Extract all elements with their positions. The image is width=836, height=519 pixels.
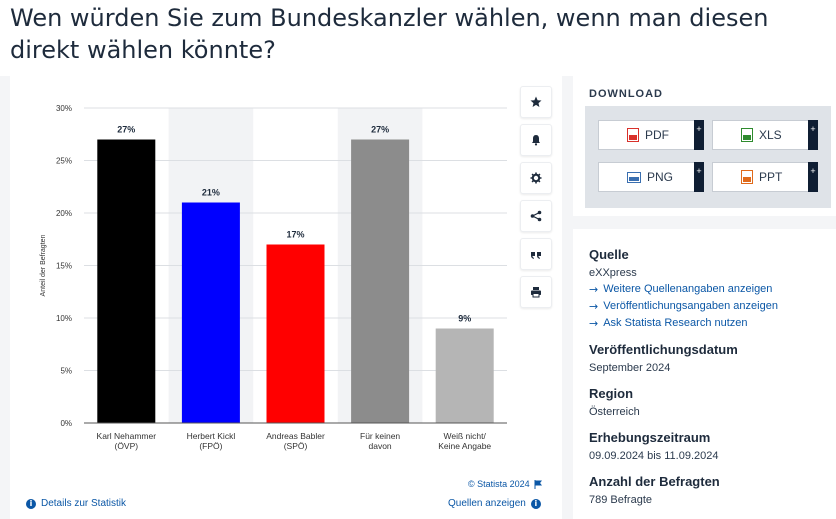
arrow-right-icon: → xyxy=(589,300,599,313)
notification-button[interactable] xyxy=(520,124,552,156)
print-icon xyxy=(531,287,541,298)
bar-value-label: 27% xyxy=(371,125,389,135)
period-value: 09.09.2024 bis 11.09.2024 xyxy=(589,450,719,462)
download-ppt-plus[interactable]: + xyxy=(808,162,818,192)
bar-chart: 0% 5% 10% 15% 20% 25% 30% Anteil der Befragten 2… xyxy=(40,104,507,451)
cite-button[interactable] xyxy=(520,238,552,270)
download-pdf-plus[interactable]: + xyxy=(694,120,704,150)
settings-button[interactable] xyxy=(520,162,552,194)
ppt-file-icon xyxy=(741,170,753,184)
sources-link[interactable]: Quellen anzeigen i xyxy=(448,498,541,509)
y-tick-label: 30% xyxy=(56,104,72,113)
details-label: Details zur Statistik xyxy=(41,498,127,509)
bar xyxy=(181,202,240,423)
bar-value-label: 21% xyxy=(202,188,220,198)
flag-icon xyxy=(534,479,542,489)
copyright[interactable]: © Statista 2024 xyxy=(468,479,542,489)
bar xyxy=(435,328,494,423)
gear-icon xyxy=(530,172,542,184)
sources-label: Quellen anzeigen xyxy=(448,498,526,509)
share-button[interactable] xyxy=(520,200,552,232)
png-file-icon xyxy=(627,171,641,183)
pubdate-heading: Veröffentlichungsdatum xyxy=(589,342,738,357)
details-link[interactable]: i Details zur Statistik xyxy=(26,498,126,509)
copyright-text: © Statista 2024 xyxy=(468,479,530,489)
region-heading: Region xyxy=(589,386,634,401)
download-panel: DOWNLOAD PDF + XLS + PNG + PPT + xyxy=(573,76,836,216)
download-xls-button[interactable]: XLS + xyxy=(712,120,818,150)
y-tick-label: 25% xyxy=(56,157,72,166)
bar xyxy=(266,244,325,423)
x-tick-label: Herbert Kickl xyxy=(187,431,236,441)
arrow-right-icon: → xyxy=(589,317,599,330)
quote-icon xyxy=(531,252,541,259)
download-png-button[interactable]: PNG + xyxy=(598,162,704,192)
more-sources-link[interactable]: → Weitere Quellenangaben anzeigen xyxy=(589,283,820,296)
ask-research-link[interactable]: → Ask Statista Research nutzen xyxy=(589,317,820,330)
print-button[interactable] xyxy=(520,276,552,308)
pubdate-value: September 2024 xyxy=(589,362,671,374)
ask-research-label: Ask Statista Research nutzen xyxy=(603,317,748,329)
x-tick-label: (ÖVP) xyxy=(114,441,138,451)
y-tick-label: 20% xyxy=(56,209,72,218)
download-xls-plus[interactable]: + xyxy=(808,120,818,150)
download-pdf-label: PDF xyxy=(645,128,669,142)
download-pdf-button[interactable]: PDF + xyxy=(598,120,704,150)
chart-card: 0% 5% 10% 15% 20% 25% 30% Anteil der Befragten 2… xyxy=(10,76,562,519)
period-heading: Erhebungszeitraum xyxy=(589,430,711,445)
x-tick-label: (FPÖ) xyxy=(199,441,222,451)
download-buttons-area: PDF + XLS + PNG + PPT + xyxy=(585,106,831,208)
x-tick-label: Karl Nehammer xyxy=(97,431,157,441)
publication-info-link[interactable]: → Veröffentlichungsangaben anzeigen xyxy=(589,300,820,313)
y-tick-label: 5% xyxy=(60,367,72,376)
y-tick-label: 10% xyxy=(56,314,72,323)
star-icon xyxy=(530,96,542,107)
bar-value-label: 17% xyxy=(286,230,304,240)
pdf-file-icon xyxy=(627,128,639,142)
source-heading: Quelle xyxy=(589,247,629,262)
bar-value-label: 9% xyxy=(458,314,471,324)
source-value: eXXpress xyxy=(589,267,637,279)
bell-icon xyxy=(532,135,540,146)
bar xyxy=(97,139,156,423)
x-tick-label: (SPÖ) xyxy=(284,441,308,451)
info-icon: i xyxy=(26,498,36,509)
y-tick-label: 0% xyxy=(60,419,72,428)
download-ppt-label: PPT xyxy=(759,170,783,184)
y-tick-label: 15% xyxy=(56,262,72,271)
x-tick-label: Weiß nicht/ xyxy=(444,431,487,441)
x-tick-label: Für keinen xyxy=(360,431,400,441)
publication-info-label: Veröffentlichungsangaben anzeigen xyxy=(603,300,778,312)
chart-toolbar xyxy=(520,86,552,314)
more-sources-label: Weitere Quellenangaben anzeigen xyxy=(603,283,773,295)
y-axis-title: Anteil der Befragten xyxy=(40,234,47,296)
download-xls-label: XLS xyxy=(759,128,782,142)
download-png-label: PNG xyxy=(647,170,674,184)
x-tick-label: davon xyxy=(369,441,392,451)
info-icon: i xyxy=(530,498,541,509)
favorite-button[interactable] xyxy=(520,86,552,118)
share-icon xyxy=(530,210,542,222)
download-ppt-button[interactable]: PPT + xyxy=(712,162,818,192)
region-value: Österreich xyxy=(589,406,640,418)
respondents-value: 789 Befragte xyxy=(589,494,652,506)
x-tick-label: Keine Angabe xyxy=(438,441,491,451)
x-tick-label: Andreas Babler xyxy=(266,431,325,441)
download-title: DOWNLOAD xyxy=(589,88,663,100)
page-title: Wen würden Sie zum Bundeskanzler wählen,… xyxy=(10,4,769,64)
xls-file-icon xyxy=(741,128,753,142)
bar-value-label: 27% xyxy=(117,125,135,135)
bar xyxy=(351,139,410,423)
statistic-info-panel: Quelle eXXpress → Weitere Quellenangaben … xyxy=(573,229,836,519)
respondents-heading: Anzahl der Befragten xyxy=(589,474,720,489)
download-png-plus[interactable]: + xyxy=(694,162,704,192)
arrow-right-icon: → xyxy=(589,283,599,296)
